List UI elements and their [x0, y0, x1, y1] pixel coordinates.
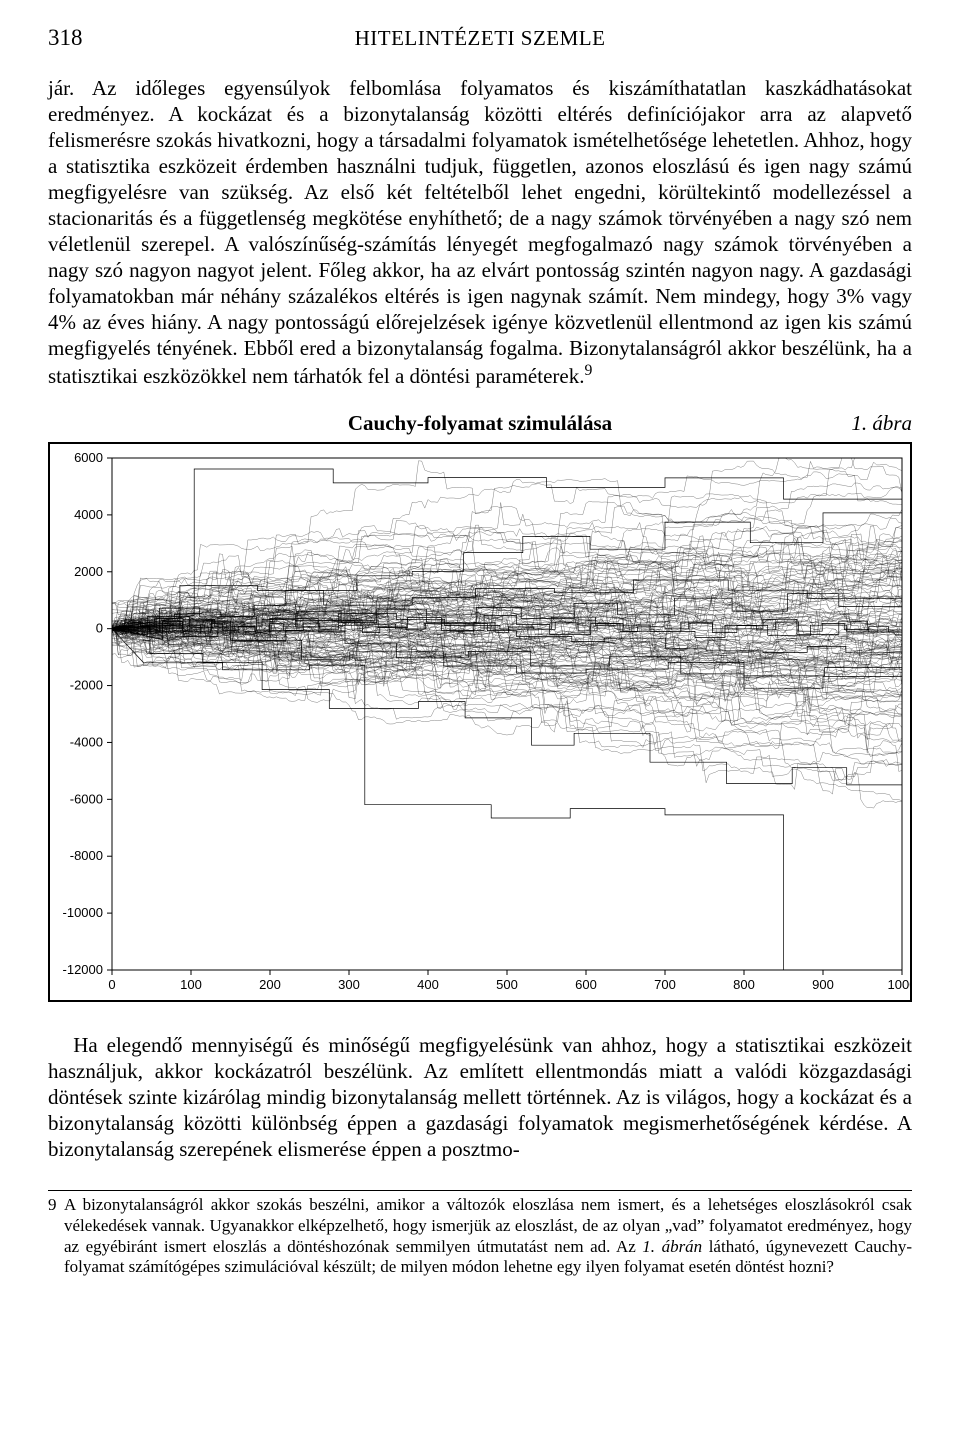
svg-text:-8000: -8000 — [70, 848, 103, 863]
svg-text:200: 200 — [259, 977, 281, 992]
svg-text:6000: 6000 — [74, 450, 103, 465]
svg-text:700: 700 — [654, 977, 676, 992]
svg-text:400: 400 — [417, 977, 439, 992]
page-number: 318 — [48, 24, 138, 53]
footnote-number: 9 — [48, 1195, 64, 1278]
svg-text:500: 500 — [496, 977, 518, 992]
svg-text:100: 100 — [180, 977, 202, 992]
svg-text:800: 800 — [733, 977, 755, 992]
svg-text:1000: 1000 — [888, 977, 910, 992]
figure-title: Cauchy-folyamat szimulálása — [128, 410, 832, 436]
svg-text:900: 900 — [812, 977, 834, 992]
svg-text:0: 0 — [96, 621, 103, 636]
p1-text: jár. Az időleges egyensúlyok felbomlása … — [48, 76, 912, 388]
running-head: 318 HITELINTÉZETI SZEMLE — [48, 24, 912, 53]
svg-text:-10000: -10000 — [63, 905, 103, 920]
svg-text:-6000: -6000 — [70, 791, 103, 806]
figure-label: 1. ábra — [832, 410, 912, 436]
footnote-9: 9 A bizonytalanságról akkor szokás beszé… — [48, 1195, 912, 1278]
svg-text:-4000: -4000 — [70, 734, 103, 749]
footnote-text: A bizonytalanságról akkor szokás beszéln… — [64, 1195, 912, 1278]
svg-text:-12000: -12000 — [63, 962, 103, 977]
cauchy-chart: -12000-10000-8000-6000-4000-200002000400… — [48, 442, 912, 1002]
footnote-ref-9: 9 — [584, 362, 592, 379]
svg-text:600: 600 — [575, 977, 597, 992]
svg-text:300: 300 — [338, 977, 360, 992]
journal-title: HITELINTÉZETI SZEMLE — [138, 25, 822, 51]
svg-text:-2000: -2000 — [70, 677, 103, 692]
body-paragraph-1: jár. Az időleges egyensúlyok felbomlása … — [48, 75, 912, 389]
svg-text:2000: 2000 — [74, 564, 103, 579]
footnotes: 9 A bizonytalanságról akkor szokás beszé… — [48, 1190, 912, 1278]
figure-1: Cauchy-folyamat szimulálása 1. ábra -120… — [48, 410, 912, 1002]
svg-text:4000: 4000 — [74, 507, 103, 522]
svg-text:0: 0 — [108, 977, 115, 992]
body-paragraph-2: Ha elegendő mennyiségű és minőségű megfi… — [48, 1032, 912, 1162]
